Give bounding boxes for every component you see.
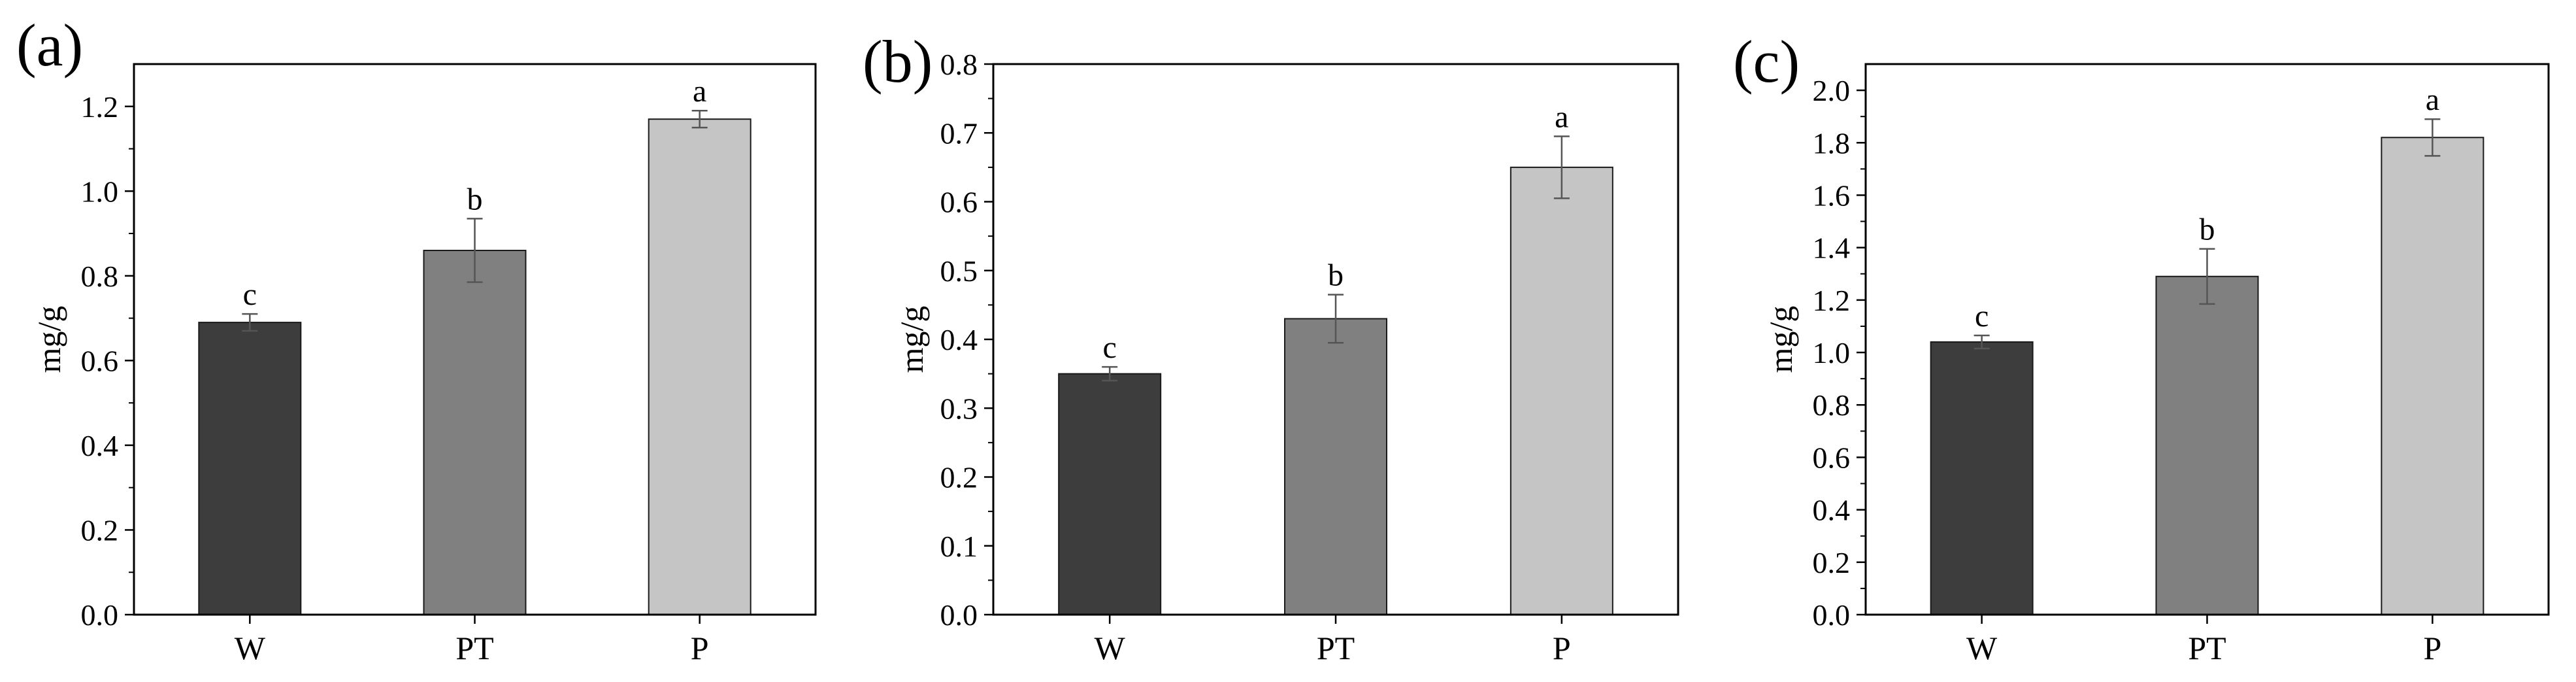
panel-label: (a) xyxy=(16,12,83,78)
significance-label: c xyxy=(1103,330,1117,365)
category-label: P xyxy=(2423,630,2441,666)
y-tick-label: 1.0 xyxy=(81,175,119,208)
y-tick-label: 0.2 xyxy=(1813,546,1851,579)
category-label: W xyxy=(235,630,266,666)
error-bar xyxy=(467,218,483,283)
y-tick-label: 0.4 xyxy=(81,429,119,462)
y-tick-label: 0.2 xyxy=(81,513,119,547)
significance-label: b xyxy=(1328,258,1344,293)
category-label: PT xyxy=(1317,630,1355,666)
error-bar xyxy=(1102,366,1118,382)
y-tick-label: 0.5 xyxy=(940,254,978,288)
y-tick-label: 0.6 xyxy=(1813,441,1851,474)
y-tick-label: 0.6 xyxy=(81,344,119,377)
y-tick-label: 0.1 xyxy=(940,530,978,563)
category-label: W xyxy=(1966,630,1998,666)
y-tick-label: 1.4 xyxy=(1813,231,1851,265)
error-bar xyxy=(242,313,258,332)
y-tick-label: 0.0 xyxy=(940,598,978,632)
y-tick-label: 2.0 xyxy=(1813,74,1851,107)
bar xyxy=(1284,318,1387,615)
category-label: W xyxy=(1095,630,1126,666)
bar xyxy=(2381,137,2485,615)
bar xyxy=(423,249,527,615)
category-label: PT xyxy=(2188,630,2226,666)
panel-label: (c) xyxy=(1733,28,1800,95)
y-tick-label: 0.8 xyxy=(1813,388,1851,422)
significance-label: a xyxy=(693,74,706,109)
y-tick-label: 1.2 xyxy=(1813,284,1851,317)
chart-panel: (a) c Wb PT a P 0.0 0.2 0.4 0.6 0.8 1.0 1.2 mg/g xyxy=(16,12,817,666)
y-axis-title: mg/g xyxy=(31,306,67,373)
bar xyxy=(1510,166,1613,615)
bar xyxy=(1930,341,2034,615)
y-tick-label: 0.4 xyxy=(940,323,978,356)
panel-label: (b) xyxy=(863,28,933,95)
plot-frame xyxy=(992,63,1679,616)
error-bar xyxy=(691,109,708,129)
category-label: PT xyxy=(455,630,493,666)
chart-panel: (c) c Wb PT a P 0.0 0.2 0.4 0.6 0.8 1.0 1.2 1.4 1.6 1.8… xyxy=(1733,28,2550,666)
y-tick-label: 0.7 xyxy=(940,116,978,150)
y-tick-label: 1.6 xyxy=(1813,179,1851,212)
error-bar xyxy=(1328,294,1344,344)
y-tick-label: 0.6 xyxy=(940,186,978,219)
y-tick-label: 0.4 xyxy=(1813,494,1851,527)
y-tick-label: 1.8 xyxy=(1813,126,1851,160)
plot-frame xyxy=(1864,63,2550,616)
error-bar xyxy=(1553,135,1570,199)
y-tick-label: 0.3 xyxy=(940,392,978,425)
bar xyxy=(2155,275,2259,615)
error-bar xyxy=(2199,248,2215,305)
bar xyxy=(1058,373,1162,615)
significance-label: c xyxy=(1975,299,1989,333)
y-tick-label: 0.8 xyxy=(81,260,119,293)
significance-label: c xyxy=(243,277,257,312)
category-label: P xyxy=(691,630,709,666)
error-bar xyxy=(2424,118,2441,157)
error-bar xyxy=(1973,334,1990,350)
y-tick-label: 1.2 xyxy=(81,90,119,124)
significance-label: b xyxy=(467,182,483,216)
plot-frame xyxy=(133,63,817,616)
y-tick-label: 0.0 xyxy=(1813,598,1851,632)
y-tick-label: 0.8 xyxy=(940,48,978,81)
y-axis-title: mg/g xyxy=(893,306,930,373)
significance-label: b xyxy=(2200,213,2215,247)
y-tick-label: 1.0 xyxy=(1813,336,1851,369)
significance-label: a xyxy=(2426,82,2439,117)
y-tick-label: 0.0 xyxy=(81,598,119,632)
y-axis-title: mg/g xyxy=(1762,306,1799,373)
chart-panel: (b) c Wb PT a P 0.0 0.1 0.2 0.3 0.4 0.5 0.6 0.7 0.8 mg/… xyxy=(863,28,1679,666)
significance-label: a xyxy=(1555,100,1568,135)
bar xyxy=(198,322,302,615)
category-label: P xyxy=(1553,630,1571,666)
bar xyxy=(648,118,751,615)
y-tick-label: 0.2 xyxy=(940,461,978,494)
